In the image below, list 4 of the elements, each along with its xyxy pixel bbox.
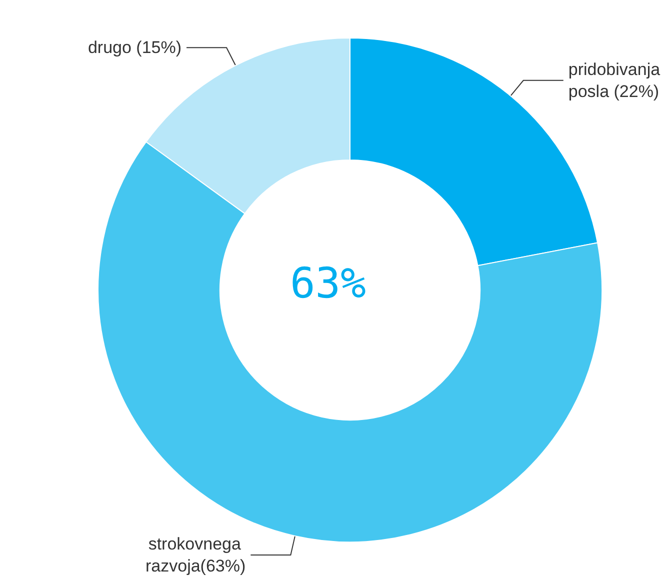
slice-label: pridobivanja posla (22%) (568, 60, 663, 101)
slice-label: strokovnega razvoja(63%) (146, 534, 246, 576)
text: 63% (290, 258, 366, 308)
slice-label: drugo (15%) (88, 38, 182, 58)
